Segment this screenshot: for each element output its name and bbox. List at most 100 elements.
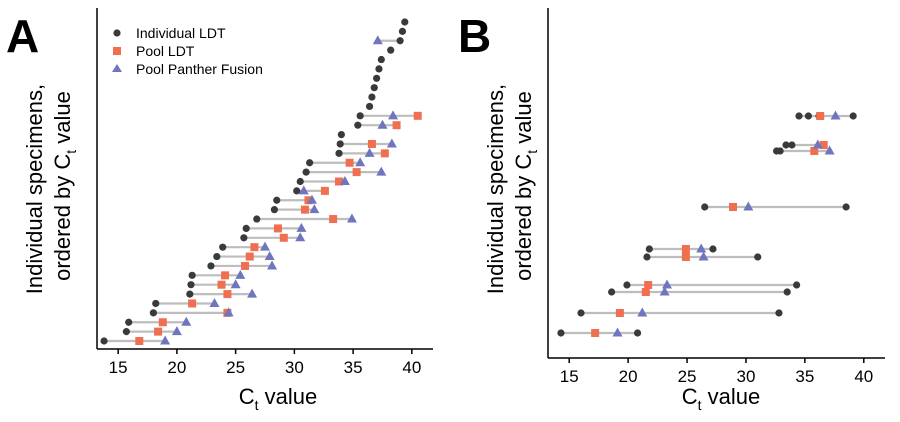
y-axis-title-line2-rest-b: value	[511, 91, 536, 150]
pool-ldt-point	[728, 203, 737, 211]
pool-panther-fusion-point	[230, 279, 241, 289]
pool-ldt-point	[154, 327, 163, 336]
x-ticks-b: 15 20 25 30 35 40	[560, 358, 873, 386]
pool-panther-fusion-point	[388, 110, 399, 120]
y-axis-title-line2: ordered by C	[50, 154, 75, 281]
panel-b: B Individual specimens, ordered by Ct va…	[458, 8, 885, 413]
individual-ldt-point	[365, 102, 374, 111]
individual-ldt-point	[842, 203, 850, 211]
individual-ldt-point	[253, 215, 261, 223]
pool-ldt-point	[221, 271, 230, 280]
pool-ldt-point	[810, 147, 819, 155]
x-axis-title-subscript: t	[255, 397, 259, 413]
individual-ldt-point	[398, 27, 407, 35]
individual-ldt-point	[387, 46, 395, 54]
individual-ldt-point	[368, 93, 376, 101]
pool-panther-fusion-point	[339, 176, 350, 185]
plot-area-a	[100, 18, 422, 345]
individual-ldt-point	[645, 245, 653, 253]
x-tick-label: 40	[854, 367, 873, 386]
pool-ldt-point	[329, 215, 338, 224]
pool-ldt-point	[273, 224, 282, 233]
individual-ldt-point	[396, 37, 404, 45]
individual-ldt-point	[776, 147, 784, 155]
individual-ldt-point	[296, 177, 304, 186]
pool-panther-fusion-point	[612, 327, 623, 337]
pool-ldt-point	[816, 112, 825, 120]
pool-ldt-point	[135, 337, 144, 345]
pool-panther-fusion-point	[662, 279, 673, 289]
individual-ldt-point	[377, 55, 385, 64]
individual-ldt-point	[401, 18, 409, 26]
panel-letter-b: B	[458, 10, 491, 62]
pool-ldt-point	[413, 111, 422, 120]
x-tick-label: 25	[678, 367, 697, 386]
pool-panther-fusion-point	[364, 147, 375, 157]
pool-ldt-point	[681, 253, 690, 261]
individual-ldt-point	[240, 234, 248, 242]
y-axis-title-subscript: t	[63, 150, 79, 154]
x-tick-label: 15	[560, 367, 579, 386]
pool-panther-fusion-point	[298, 185, 309, 195]
pool-ldt-point	[279, 233, 288, 242]
individual-ldt-point	[149, 309, 157, 317]
legend-label-pool-ldt: Pool LDT	[136, 43, 195, 59]
pool-panther-fusion-point	[346, 213, 357, 223]
individual-ldt-point	[306, 159, 314, 167]
individual-ldt-point	[643, 253, 651, 261]
individual-ldt-point	[336, 140, 344, 148]
y-axis-title-line2-b: ordered by C	[511, 154, 536, 281]
pool-ldt-point	[245, 252, 254, 261]
pool-panther-fusion-point	[372, 35, 383, 45]
x-tick-label: 30	[285, 358, 304, 377]
individual-ldt-point	[788, 141, 796, 149]
x-tick-label: 20	[167, 358, 186, 377]
legend-label-individual-ldt: Individual LDT	[136, 25, 226, 41]
pool-panther-fusion-point	[247, 288, 258, 298]
pool-panther-fusion-point	[355, 157, 366, 167]
pool-ldt-point	[158, 318, 167, 327]
y-axis-title-line2-rest: value	[50, 91, 75, 150]
pool-panther-fusion-point	[830, 110, 841, 120]
pool-ldt-point	[300, 205, 309, 214]
panel-a: A Individual specimens, ordered by Ct va…	[6, 8, 433, 413]
pool-panther-fusion-point	[181, 316, 192, 326]
x-axis-title-subscript-b: t	[698, 397, 702, 413]
individual-ldt-point	[354, 121, 362, 129]
pool-panther-fusion-point	[376, 166, 387, 176]
pool-panther-fusion-point	[209, 297, 220, 307]
individual-ldt-point	[100, 337, 108, 345]
individual-ldt-point	[188, 271, 196, 279]
individual-ldt-point	[207, 262, 215, 270]
pool-panther-fusion-point	[637, 307, 648, 317]
x-axis-title-rest: value	[259, 384, 318, 409]
x-axis-title-a: Ct value	[239, 384, 318, 413]
pool-ldt-point	[380, 149, 389, 158]
individual-ldt-point	[213, 252, 221, 261]
individual-ldt-point	[337, 130, 345, 139]
pool-panther-fusion-point	[267, 260, 278, 270]
individual-ldt-point	[608, 288, 616, 296]
individual-ldt-point	[356, 112, 364, 120]
y-axis-title-line1-b: Individual specimens,	[483, 84, 508, 294]
pool-panther-fusion-point	[296, 222, 307, 232]
y-axis-title-subscript-b: t	[524, 150, 540, 154]
pool-panther-fusion-point	[295, 232, 306, 242]
pool-ldt-point	[250, 243, 259, 252]
individual-ldt-point	[370, 84, 378, 92]
individual-ldt-point	[187, 281, 195, 289]
individual-ldt-point	[804, 112, 813, 120]
pool-panther-fusion-point	[812, 139, 823, 149]
pool-panther-fusion-point	[235, 269, 246, 279]
individual-ldt-point	[335, 149, 343, 157]
individual-ldt-point	[219, 243, 227, 251]
legend: Individual LDT Pool LDT Pool Panther Fus…	[112, 25, 263, 77]
pool-panther-fusion-point	[743, 201, 754, 211]
individual-ldt-point	[152, 299, 160, 308]
pool-ldt-point	[352, 168, 361, 177]
x-ticks-a: 15 20 25 30 35 40	[109, 349, 421, 377]
pool-ldt-point	[188, 299, 197, 308]
individual-ldt-point	[709, 245, 717, 253]
pool-panther-fusion-point	[160, 335, 171, 345]
individual-ldt-point	[793, 281, 801, 289]
